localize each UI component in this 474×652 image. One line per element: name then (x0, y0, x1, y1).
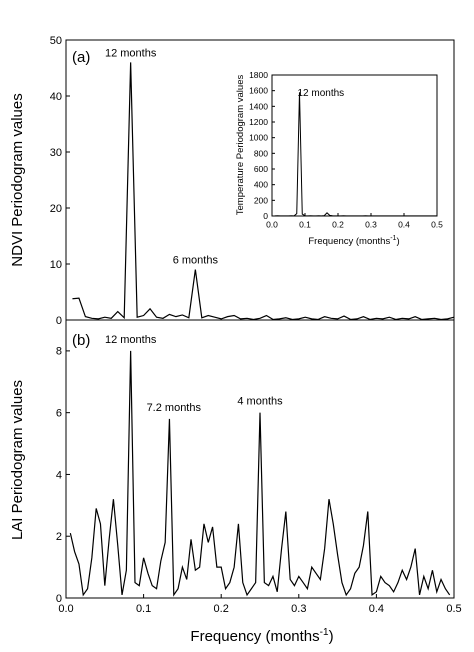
x-tick-label: 0.5 (431, 220, 443, 230)
y-tick-label: 10 (50, 259, 62, 271)
y-tick-label: 0 (56, 593, 62, 605)
x-tick-label: 0.3 (365, 220, 377, 230)
lai-panel: (b) LAI Periodogram values Frequency (mo… (9, 319, 462, 645)
y-tick-label: 30 (50, 147, 62, 159)
y-tick-label: 6 (56, 408, 62, 420)
x-tick-label: 0.0 (266, 220, 278, 230)
y-tick-label: 4 (56, 469, 62, 481)
y-tick-label: 0 (56, 315, 62, 327)
y-tick-label: 1600 (249, 86, 268, 96)
y-tick-label: 600 (254, 164, 268, 174)
y-tick-label: 20 (50, 203, 62, 215)
lai-periodogram-line (69, 350, 451, 597)
ndvi-y-ticks: 0 10 20 30 40 50 (50, 35, 70, 327)
y-tick-label: 1400 (249, 101, 268, 111)
y-tick-label: 0 (263, 211, 268, 221)
peak-annotation: 4 months (237, 396, 283, 408)
temperature-annotations: 12 months (297, 88, 344, 99)
x-tick-label: 0.2 (214, 603, 229, 615)
ndvi-y-axis-label: NDVI Periodogram values (9, 93, 26, 266)
y-tick-label: 200 (254, 195, 268, 205)
y-tick-label: 800 (254, 148, 268, 158)
temperature-inset: Temperature Periodogram values Frequency… (235, 70, 443, 247)
y-tick-label: 400 (254, 180, 268, 190)
peak-annotation: 6 months (173, 255, 219, 267)
x-tick-label: 0.3 (291, 603, 306, 615)
ndvi-periodogram-line (72, 62, 455, 321)
x-tick-label: 0.1 (136, 603, 151, 615)
peak-annotation: 12 months (105, 334, 157, 346)
y-tick-label: 40 (50, 91, 62, 103)
peak-annotation: 12 months (105, 47, 157, 59)
ndvi-panel: (a) NDVI Periodogram values 01020304050 … (9, 35, 455, 327)
y-tick-label: 1800 (249, 70, 268, 80)
peak-annotation: 12 months (297, 88, 344, 99)
x-tick-label: 0.1 (299, 220, 311, 230)
lai-x-axis-label: Frequency (months-1) (190, 627, 333, 645)
temperature-periodogram-line (274, 92, 438, 217)
lai-y-axis-label: LAI Periodogram values (9, 380, 26, 540)
y-tick-label: 8 (56, 346, 62, 358)
lai-y-ticks: 0 2 4 6 8 (56, 346, 70, 605)
temperature-y-ticks: 0 200 400 600 800 1000 1200 1400 1600 1800 (249, 70, 275, 221)
y-tick-label: 1200 (249, 117, 268, 127)
temperature-y-axis-label: Temperature Periodogram values (235, 75, 246, 216)
x-tick-label: 0.4 (398, 220, 410, 230)
y-tick-label: 2 (56, 531, 62, 543)
lai-annotations: 12 months 7.2 months 4 months (105, 334, 283, 414)
ndvi-annotations: 12 months 6 months (105, 47, 219, 266)
ndvi-panel-label: (a) (72, 49, 90, 66)
peak-annotation: 7.2 months (147, 402, 202, 414)
lai-panel-label: (b) (72, 332, 90, 349)
lai-x-ticks: 0.0 0.1 0.2 0.3 0.4 0.5 (58, 594, 462, 615)
y-tick-label: 1000 (249, 133, 268, 143)
x-tick-label: 0.5 (446, 603, 461, 615)
lai-plot-frame (65, 319, 455, 599)
x-tick-label: 0.2 (332, 220, 344, 230)
y-tick-label: 50 (50, 35, 62, 47)
x-tick-label: 0.0 (58, 603, 73, 615)
x-tick-label: 0.4 (369, 603, 384, 615)
temperature-x-axis-label: Frequency (months-1) (308, 235, 399, 247)
